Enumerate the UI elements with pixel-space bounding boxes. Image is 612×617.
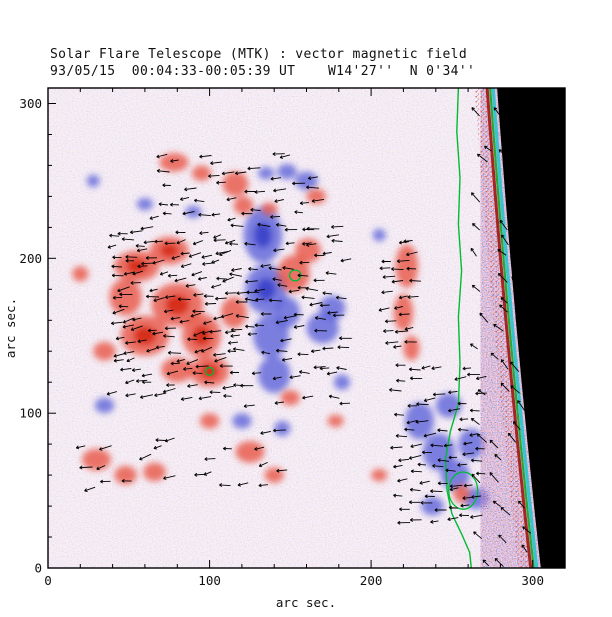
x-tick-label: 300 — [521, 573, 544, 588]
limb-red-strip — [485, 88, 533, 568]
limb-cyan-strip — [491, 88, 539, 568]
plot-generated-content: 0 100 200 300 0 100 200 300 — [19, 87, 566, 588]
x-tick-label: 0 — [44, 573, 52, 588]
contour-ring — [204, 366, 215, 376]
x-tick-label: 200 — [360, 573, 383, 588]
tick-labels: 0 100 200 300 0 100 200 300 — [19, 96, 544, 588]
contour-ring — [448, 471, 479, 510]
positive-polarity-blobs — [72, 153, 470, 504]
vector-arrows — [75, 107, 532, 568]
axes — [47, 87, 566, 569]
y-tick-label: 300 — [19, 96, 42, 111]
negative-polarity-blobs — [86, 163, 489, 516]
plot-area — [48, 88, 565, 568]
x-axis-label: arc sec. — [276, 595, 336, 610]
off-limb-region — [497, 88, 565, 568]
y-tick-label: 0 — [34, 561, 42, 576]
y-tick-label: 100 — [19, 406, 42, 421]
chart-subtitle: 93/05/15 00:04:33-00:05:39 UT W14'27'' N… — [50, 64, 475, 79]
y-axis-label: arc sec. — [3, 298, 18, 358]
x-tick-label: 100 — [198, 573, 221, 588]
limb-green-strip — [489, 88, 535, 568]
chart-title: Solar Flare Telescope (MTK) : vector mag… — [50, 47, 467, 62]
y-tick-label: 200 — [19, 251, 42, 266]
limb-red-speckle-strip — [474, 88, 530, 568]
